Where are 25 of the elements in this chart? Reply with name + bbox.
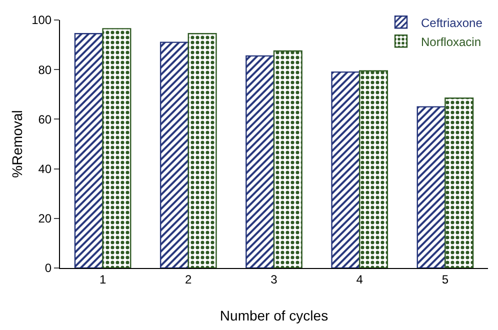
bar bbox=[331, 71, 360, 268]
bar bbox=[188, 33, 217, 268]
x-tick-label: 3 bbox=[270, 272, 278, 286]
bar bbox=[102, 28, 132, 268]
y-tick-label: 40 bbox=[38, 162, 52, 176]
y-tick-label: 20 bbox=[38, 212, 52, 226]
y-axis-title: %Removal bbox=[9, 110, 25, 178]
x-tick-label: 4 bbox=[356, 272, 364, 286]
y-tick-label: 100 bbox=[32, 13, 52, 28]
bar bbox=[359, 70, 388, 268]
y-tick-label: 60 bbox=[38, 112, 52, 126]
bar bbox=[74, 33, 104, 268]
x-tick-label: 1 bbox=[99, 272, 106, 286]
text: Norfloxacin bbox=[421, 34, 482, 49]
bar bbox=[444, 98, 474, 268]
x-tick-label: 2 bbox=[185, 272, 192, 286]
bar bbox=[416, 106, 446, 268]
y-tick-label: 0 bbox=[44, 261, 52, 276]
bar bbox=[273, 50, 302, 268]
bar bbox=[160, 42, 189, 268]
x-tick-label: 5 bbox=[442, 272, 449, 286]
text: Ceftriaxone bbox=[421, 16, 483, 30]
x-axis-title: Number of cycles bbox=[220, 308, 328, 324]
y-tick-label: 80 bbox=[38, 62, 52, 77]
bar bbox=[246, 55, 275, 268]
